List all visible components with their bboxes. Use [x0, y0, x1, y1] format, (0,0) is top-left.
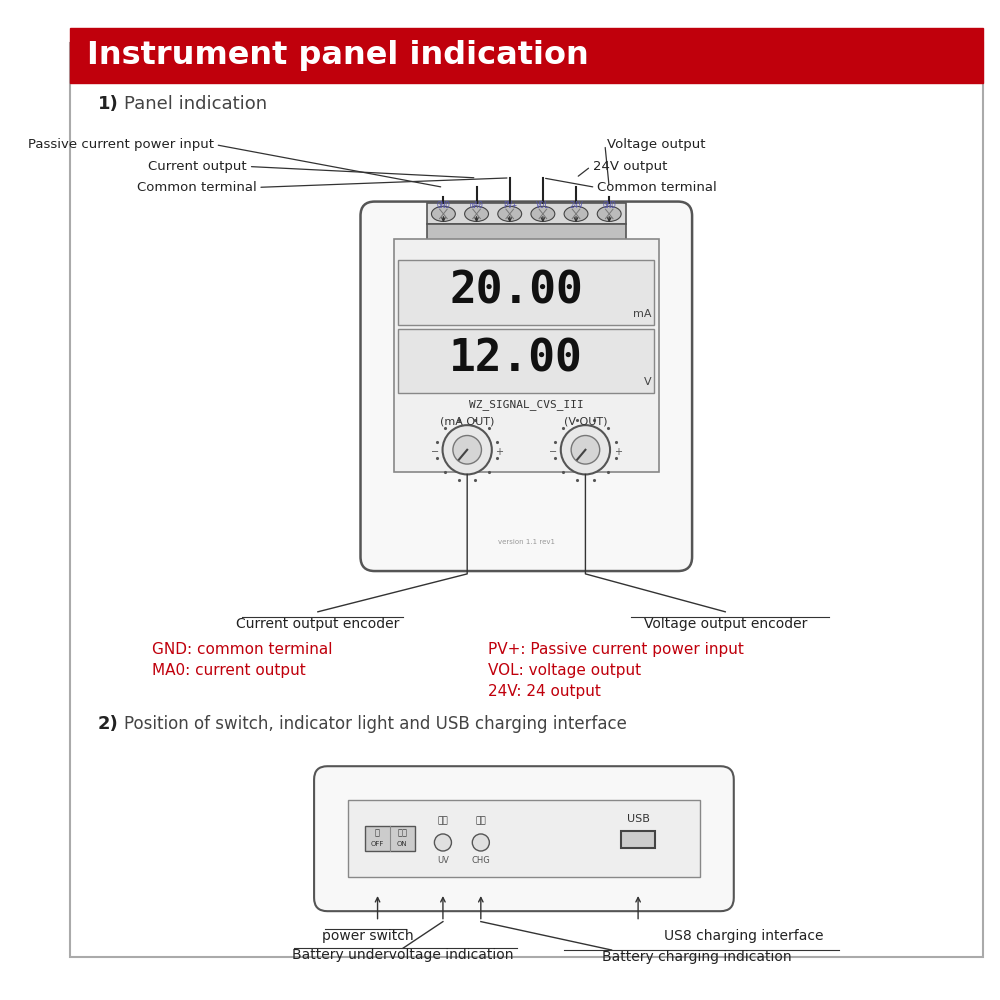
Text: version 1.1 rev1: version 1.1 rev1: [498, 539, 555, 545]
Text: GND: GND: [436, 201, 450, 210]
Text: MA0: current output: MA0: current output: [152, 663, 306, 678]
Text: Common terminal: Common terminal: [597, 181, 717, 194]
Bar: [427, 203, 626, 224]
Text: Panel indication: Panel indication: [124, 95, 267, 113]
Text: V: V: [644, 377, 651, 387]
Ellipse shape: [597, 206, 621, 221]
Text: +: +: [614, 447, 622, 457]
FancyBboxPatch shape: [314, 766, 734, 911]
Ellipse shape: [431, 206, 455, 221]
Text: PV+: Passive current power input: PV+: Passive current power input: [488, 642, 744, 657]
Text: −: −: [431, 447, 439, 457]
Text: mA0: mA0: [470, 201, 483, 210]
Text: mA: mA: [633, 309, 651, 319]
Text: 24V: 24V: [569, 201, 583, 210]
Bar: [398, 260, 654, 325]
FancyBboxPatch shape: [361, 202, 692, 571]
Bar: [621, 831, 655, 848]
Text: Common terminal: Common terminal: [137, 181, 256, 194]
Text: VOL: VOL: [536, 201, 550, 210]
Text: Battery charging indication: Battery charging indication: [602, 950, 792, 964]
Text: −: −: [549, 447, 557, 457]
Circle shape: [453, 436, 481, 464]
Text: GND: GND: [602, 201, 616, 210]
Text: Battery undervoltage indication: Battery undervoltage indication: [292, 948, 514, 962]
Text: 1): 1): [98, 95, 119, 113]
Text: PV+: PV+: [503, 201, 517, 210]
Circle shape: [472, 834, 489, 851]
FancyBboxPatch shape: [70, 43, 983, 957]
Text: ON: ON: [397, 841, 408, 847]
Text: 24V output: 24V output: [593, 160, 667, 173]
Text: UV: UV: [437, 856, 449, 865]
Text: Passive current power input: Passive current power input: [28, 138, 214, 151]
Text: Current output encoder: Current output encoder: [236, 617, 400, 631]
Text: (V OUT): (V OUT): [564, 416, 607, 426]
Text: 12.00: 12.00: [449, 338, 583, 381]
Bar: [70, 28, 983, 83]
Text: 2): 2): [98, 715, 119, 733]
Text: 口开: 口开: [397, 829, 407, 838]
Bar: [348, 800, 700, 877]
Text: 20.00: 20.00: [449, 270, 583, 313]
Text: 关: 关: [375, 829, 380, 838]
Text: USB: USB: [627, 814, 650, 824]
Text: US8 charging interface: US8 charging interface: [664, 929, 824, 943]
Text: Instrument panel indication: Instrument panel indication: [87, 40, 588, 71]
Bar: [394, 239, 659, 472]
Bar: [365, 826, 415, 851]
Circle shape: [434, 834, 451, 851]
Text: Current output: Current output: [148, 160, 247, 173]
Text: VOL: voltage output: VOL: voltage output: [488, 663, 642, 678]
Text: +: +: [495, 447, 503, 457]
Text: Voltage output: Voltage output: [607, 138, 705, 151]
Circle shape: [443, 425, 492, 474]
Text: 充电: 充电: [475, 816, 486, 825]
Ellipse shape: [531, 206, 555, 221]
Text: Position of switch, indicator light and USB charging interface: Position of switch, indicator light and …: [124, 715, 627, 733]
Ellipse shape: [465, 206, 488, 221]
Bar: [398, 329, 654, 393]
Text: 24V: 24 output: 24V: 24 output: [488, 684, 601, 699]
Text: power switch: power switch: [322, 929, 414, 943]
Text: GND: common terminal: GND: common terminal: [152, 642, 333, 657]
Text: OFF: OFF: [371, 841, 384, 847]
Text: (mA OUT): (mA OUT): [440, 416, 494, 426]
Circle shape: [561, 425, 610, 474]
Text: 欠压: 欠压: [438, 816, 448, 825]
Text: CHG: CHG: [471, 856, 490, 865]
Ellipse shape: [498, 206, 522, 221]
Text: Voltage output encoder: Voltage output encoder: [644, 617, 807, 631]
Bar: [427, 224, 626, 245]
Circle shape: [571, 436, 600, 464]
Text: WZ_SIGNAL_CVS_III: WZ_SIGNAL_CVS_III: [469, 399, 584, 410]
Ellipse shape: [564, 206, 588, 221]
